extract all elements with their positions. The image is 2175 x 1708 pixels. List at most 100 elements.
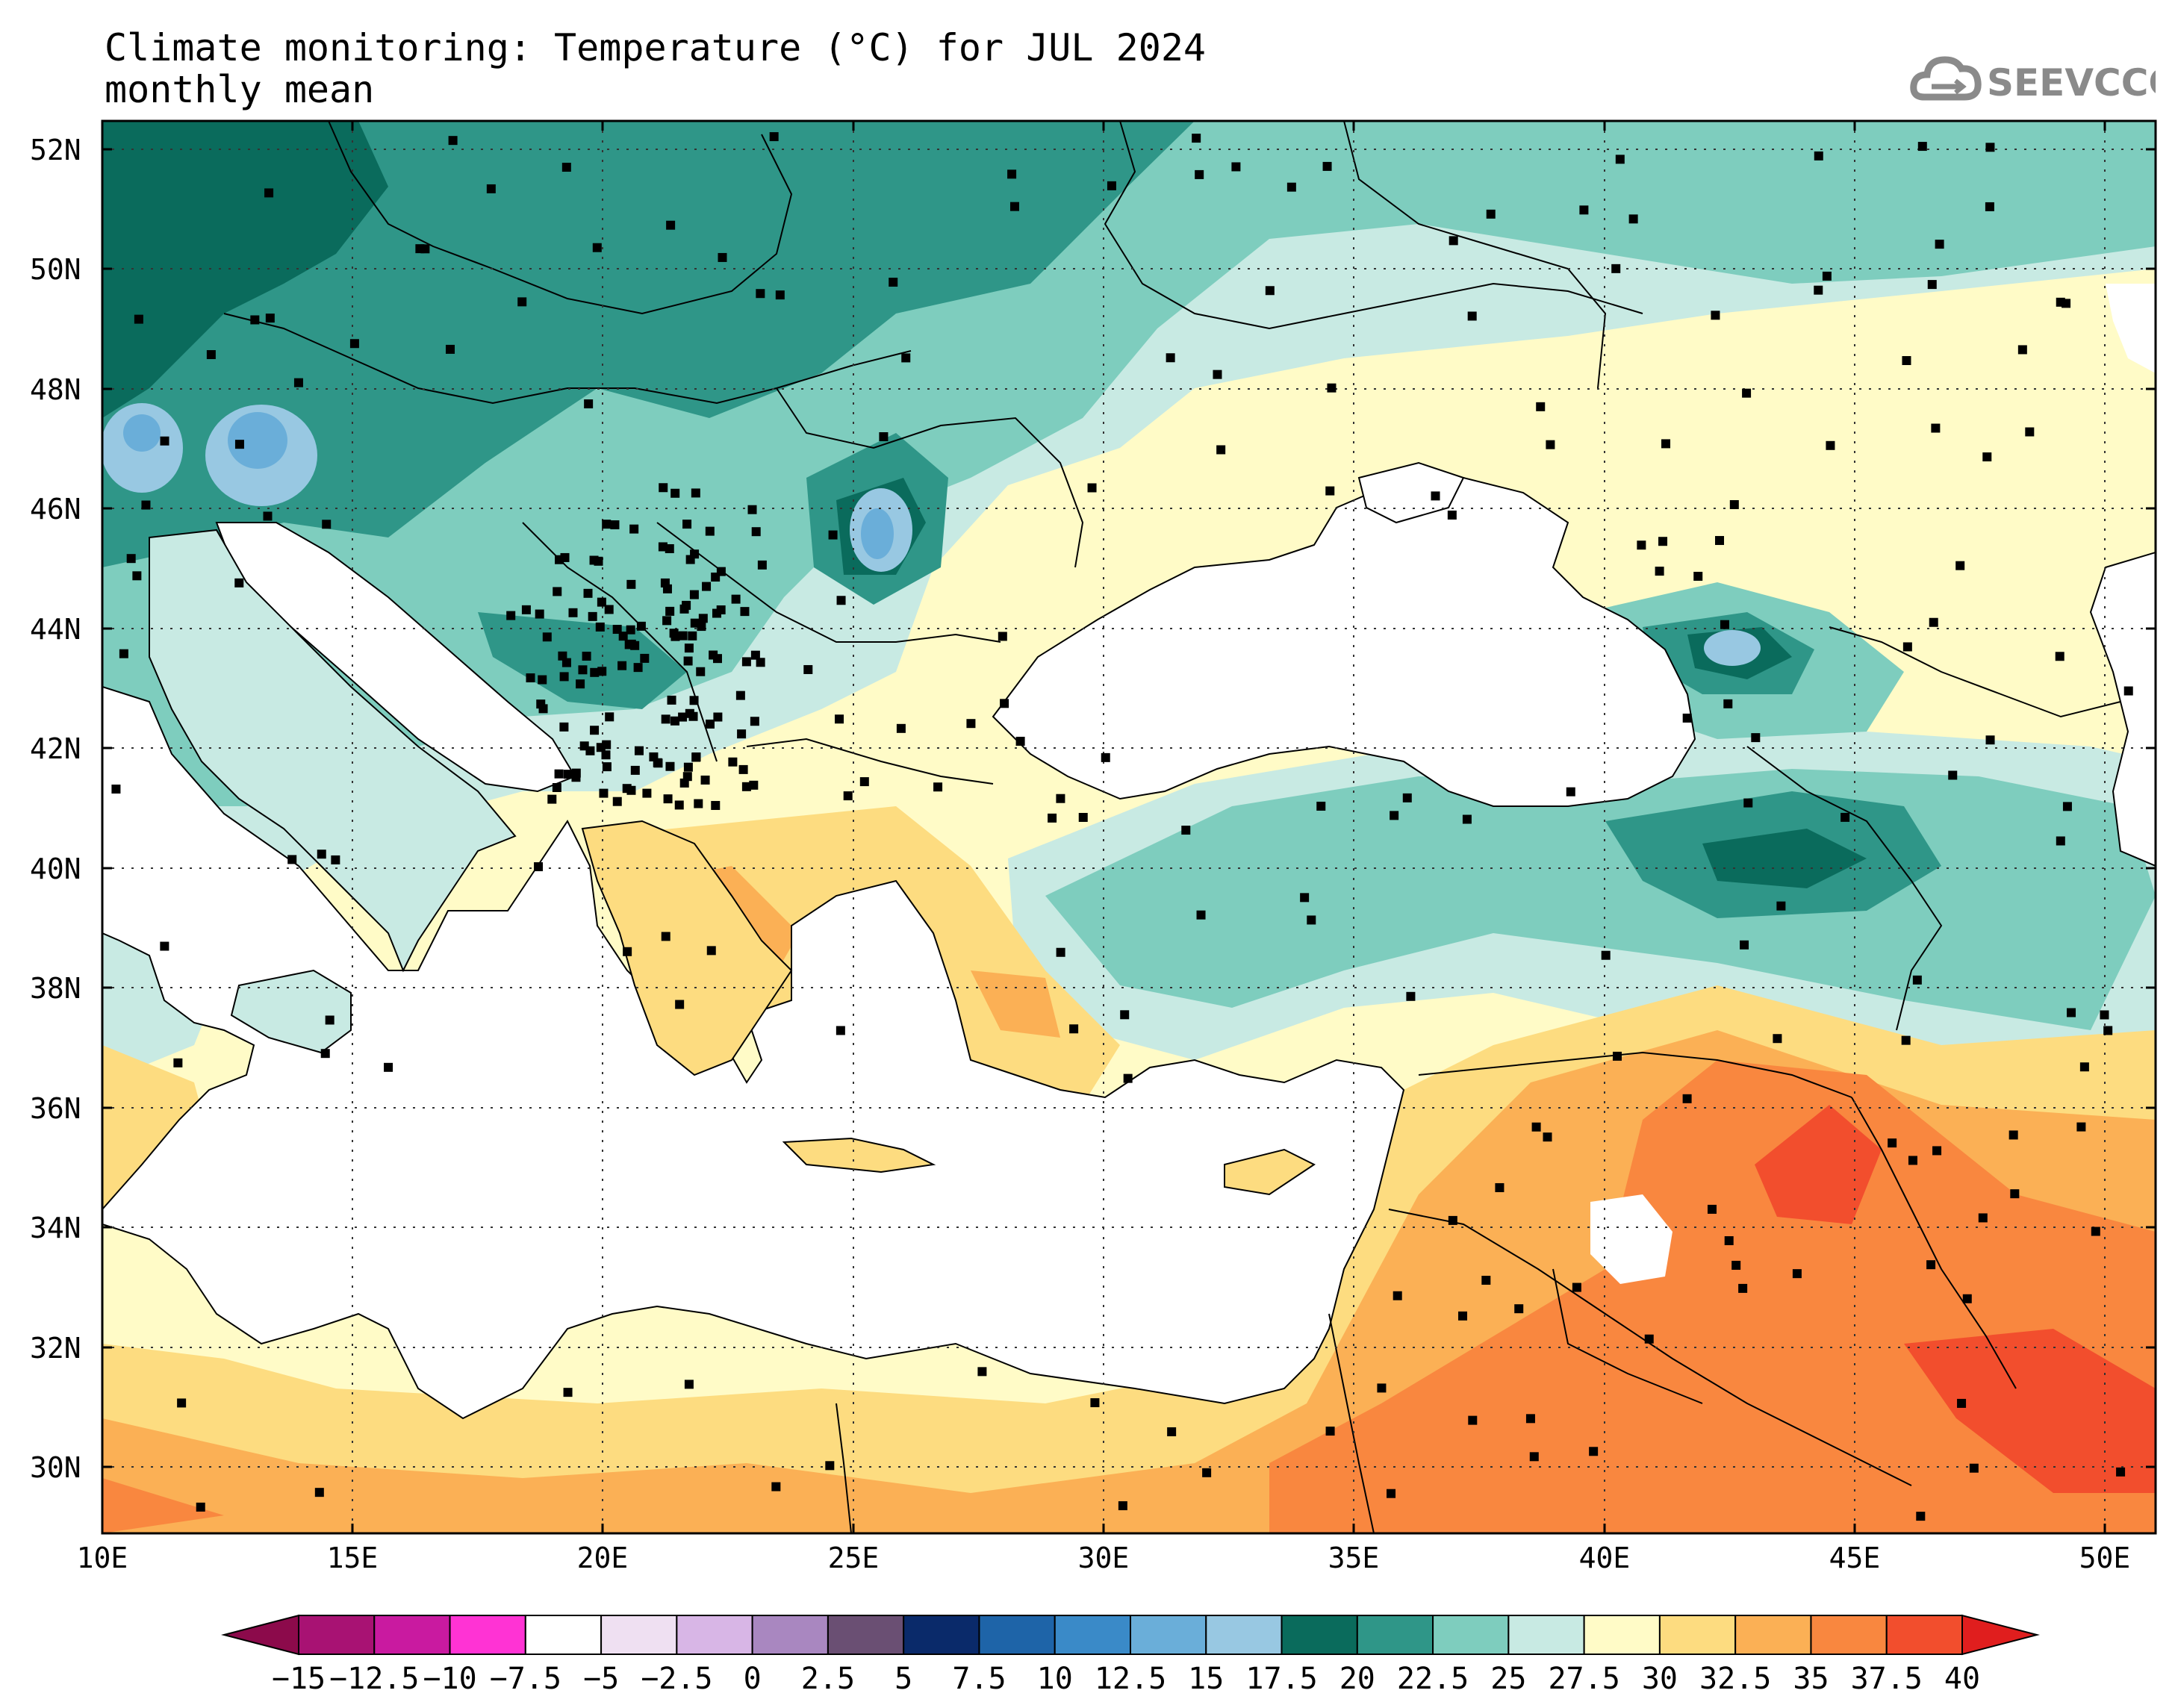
station-marker — [1840, 812, 1850, 822]
station-marker — [1962, 1294, 1972, 1303]
lon-label-50e: 50E — [2079, 1542, 2131, 1574]
station-marker — [1265, 286, 1275, 296]
station-marker — [1056, 947, 1065, 957]
station-marker — [1957, 1398, 1967, 1408]
station-marker — [1216, 445, 1226, 455]
colorbar-swatch — [903, 1615, 980, 1655]
station-marker — [384, 1062, 393, 1072]
station-marker — [622, 784, 632, 794]
station-marker — [977, 1367, 987, 1377]
station-marker — [700, 775, 710, 785]
station-marker — [132, 571, 142, 581]
lat-label-46n: 46N — [30, 493, 81, 526]
station-marker — [331, 855, 340, 864]
station-marker — [705, 526, 715, 536]
station-marker — [825, 1461, 835, 1471]
station-marker — [415, 244, 425, 254]
station-marker — [626, 625, 635, 635]
lat-label-40n: 40N — [30, 853, 81, 885]
station-marker — [1536, 402, 1546, 411]
station-marker — [691, 752, 701, 761]
station-marker — [314, 1488, 324, 1497]
station-marker — [1546, 440, 1555, 449]
station-marker — [604, 605, 614, 614]
station-marker — [1731, 1260, 1741, 1270]
land-overlays — [149, 461, 1465, 1196]
seevccc-logo: SEEVCCC — [1910, 56, 2156, 105]
station-marker — [750, 717, 759, 726]
colorbar-tick-label: 37.5 — [1851, 1662, 1923, 1696]
station-marker — [1402, 793, 1412, 802]
station-marker — [1985, 735, 1995, 745]
station-marker — [2100, 1010, 2109, 1020]
station-marker — [602, 740, 612, 749]
station-marker — [585, 746, 595, 755]
station-marker — [576, 679, 585, 689]
colorbar-tick-label: 7.5 — [952, 1662, 1006, 1696]
lon-label-40e: 40E — [1579, 1542, 1631, 1574]
station-marker — [119, 649, 128, 658]
station-marker — [889, 277, 898, 287]
station-marker — [1628, 214, 1638, 224]
station-marker — [1969, 1463, 1979, 1473]
colorbar-tick-label: −7.5 — [490, 1662, 561, 1696]
station-marker — [859, 777, 869, 787]
station-marker — [1406, 991, 1416, 1001]
station-marker — [688, 631, 697, 640]
station-marker — [1742, 388, 1752, 398]
station-marker — [711, 800, 721, 810]
station-marker — [561, 163, 571, 172]
station-marker — [1322, 161, 1332, 171]
station-marker — [2079, 1062, 2089, 1072]
station-marker — [535, 609, 544, 619]
station-marker — [1612, 1051, 1622, 1061]
colorbar-tick-label: 5 — [894, 1662, 912, 1696]
station-marker — [325, 1015, 335, 1025]
colorbar-tick-label: 22.5 — [1397, 1662, 1469, 1696]
station-marker — [1009, 202, 1019, 211]
station-marker — [486, 184, 496, 193]
station-marker — [836, 1026, 845, 1035]
station-markers — [111, 132, 2133, 1521]
station-marker — [1715, 536, 1725, 546]
station-marker — [1531, 1122, 1541, 1132]
station-marker — [1458, 1311, 1468, 1321]
station-marker — [1740, 940, 1749, 950]
station-marker — [250, 315, 260, 325]
station-marker — [1723, 699, 1733, 708]
latitude-labels: 52N 50N 48N 46N 44N 42N 40N 38N 36N 34N … — [30, 134, 81, 1484]
station-marker — [775, 290, 785, 300]
station-marker — [1192, 134, 1201, 143]
station-marker — [1948, 770, 1958, 780]
station-marker — [1931, 423, 1941, 433]
station-marker — [617, 661, 627, 670]
station-marker — [160, 941, 169, 951]
station-marker — [623, 947, 632, 956]
station-marker — [583, 588, 593, 598]
colorbar-min-triangle — [221, 1614, 299, 1656]
station-marker — [1101, 752, 1110, 762]
lat-label-34n: 34N — [30, 1212, 81, 1244]
colorbar-swatch — [978, 1615, 1056, 1655]
colorbar-tick-label: 40 — [1944, 1662, 1980, 1696]
colorbar-swatch — [676, 1615, 753, 1655]
station-marker — [1056, 794, 1065, 803]
axis-ticks — [101, 121, 2156, 1533]
station-marker — [1316, 801, 1326, 811]
lon-label-25e: 25E — [828, 1542, 880, 1574]
station-marker — [2076, 1122, 2086, 1132]
station-marker — [674, 800, 684, 810]
station-marker — [1181, 826, 1191, 835]
lat-label-38n: 38N — [30, 972, 81, 1005]
station-marker — [1902, 356, 1911, 366]
lon-label-30e: 30E — [1078, 1542, 1130, 1574]
station-marker — [2008, 1130, 2018, 1140]
lon-label-15e: 15E — [327, 1542, 379, 1574]
station-marker — [1543, 1132, 1552, 1142]
station-marker — [684, 1380, 694, 1389]
station-marker — [1579, 205, 1589, 215]
station-marker — [1078, 812, 1088, 822]
station-marker — [1773, 1034, 1782, 1044]
station-marker — [234, 578, 244, 587]
station-marker — [747, 505, 757, 514]
